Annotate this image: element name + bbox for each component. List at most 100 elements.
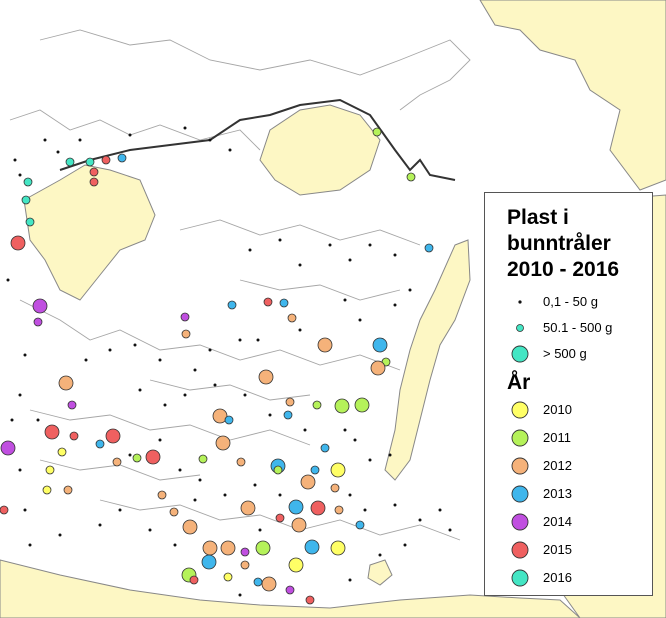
- station-marker: [85, 157, 95, 167]
- station-dot-small: [278, 238, 282, 242]
- station-marker: [215, 435, 231, 451]
- station-dot-small: [84, 358, 88, 362]
- station-marker: [145, 449, 161, 465]
- station-marker: [275, 513, 285, 523]
- station-dot-small: [10, 418, 14, 422]
- station-dot-small: [393, 503, 397, 507]
- shelf-edge-line: [59, 98, 456, 181]
- station-marker: [189, 575, 199, 585]
- legend-year-label: 2010: [543, 402, 572, 417]
- station-marker: [312, 400, 322, 410]
- station-dot-small: [43, 138, 47, 142]
- station-marker: [372, 127, 382, 137]
- legend-box: Plast i bunntråler 2010 - 2016 0,1 - 50 …: [484, 192, 653, 596]
- station-marker: [253, 577, 263, 587]
- station-dot-small: [408, 288, 412, 292]
- station-dot-small: [18, 173, 22, 177]
- station-dot-small: [278, 493, 282, 497]
- station-dot-small: [36, 418, 40, 422]
- station-dot-small: [256, 338, 260, 342]
- station-marker: [201, 554, 217, 570]
- year-color-icon: [511, 457, 529, 475]
- landmass-northeast: [479, 0, 666, 191]
- station-dot-small: [238, 593, 242, 597]
- station-marker: [240, 547, 250, 557]
- legend-year-header: År: [507, 371, 531, 394]
- station-dot-small: [78, 138, 82, 142]
- station-marker: [263, 297, 273, 307]
- station-marker: [65, 157, 75, 167]
- station-marker: [44, 424, 60, 440]
- legend-year-2012: 2012: [485, 454, 654, 478]
- station-dot-small: [6, 278, 10, 282]
- station-marker: [224, 415, 234, 425]
- station-marker: [334, 398, 350, 414]
- station-dot-small: [208, 348, 212, 352]
- station-dot-small: [178, 468, 182, 472]
- station-marker: [320, 443, 330, 453]
- station-marker: [330, 540, 346, 556]
- station-dot-small: [253, 483, 257, 487]
- legend-size-medium-label: 50.1 - 500 g: [543, 320, 613, 335]
- station-dot-small: [13, 158, 17, 162]
- station-dot-small: [303, 428, 307, 432]
- station-dot-small: [23, 353, 27, 357]
- legend-year-2013: 2013: [485, 482, 654, 506]
- station-marker: [23, 177, 33, 187]
- legend-year-2010: 2010: [485, 398, 654, 422]
- year-color-icon: [511, 513, 529, 531]
- station-marker: [330, 483, 340, 493]
- station-dot-small: [328, 243, 332, 247]
- year-color-icon: [511, 569, 529, 587]
- legend-year-label: 2011: [543, 430, 571, 445]
- year-color-icon: [511, 485, 529, 503]
- year-color-icon: [511, 401, 529, 419]
- station-marker: [288, 557, 304, 573]
- station-marker: [300, 474, 316, 490]
- station-markers: [0, 126, 452, 605]
- station-marker: [101, 155, 111, 165]
- station-dot-small: [193, 368, 197, 372]
- station-marker: [89, 167, 99, 177]
- landmass-novaya-zemlya: [384, 239, 471, 481]
- station-dot-small: [388, 453, 392, 457]
- station-dot-small: [128, 453, 132, 457]
- station-dot-small: [268, 413, 272, 417]
- station-marker: [291, 517, 307, 533]
- station-marker: [334, 505, 344, 515]
- station-dot-small: [98, 523, 102, 527]
- station-marker: [57, 447, 67, 457]
- station-marker: [69, 431, 79, 441]
- station-dot-small: [183, 126, 187, 130]
- station-dot-small: [128, 133, 132, 137]
- legend-year-label: 2016: [543, 570, 572, 585]
- station-dot-small: [258, 528, 262, 532]
- station-dot-small: [393, 303, 397, 307]
- legend-title-line-2: bunntråler: [507, 232, 611, 255]
- station-dot-small: [418, 518, 422, 522]
- legend-size-large-label: > 500 g: [543, 346, 587, 361]
- station-marker: [310, 465, 320, 475]
- station-marker: [169, 507, 179, 517]
- station-dot-small: [18, 393, 22, 397]
- station-dot-small: [118, 508, 122, 512]
- station-marker: [117, 153, 127, 163]
- station-marker: [105, 428, 121, 444]
- legend-title: Plast i bunntråler 2010 - 2016: [507, 205, 647, 283]
- station-dot-small: [108, 348, 112, 352]
- legend-year-2016: 2016: [485, 566, 654, 590]
- station-marker: [354, 397, 370, 413]
- legend-year-2011: 2011: [485, 426, 654, 450]
- legend-year-2015: 2015: [485, 538, 654, 562]
- station-marker: [330, 462, 346, 478]
- legend-year-label: 2015: [543, 542, 572, 557]
- station-dot-small: [353, 438, 357, 442]
- station-marker: [285, 397, 295, 407]
- station-marker: [202, 540, 218, 556]
- station-marker: [112, 457, 122, 467]
- station-dot-small: [223, 493, 227, 497]
- station-dot-small: [28, 543, 32, 547]
- landmass-small-island: [367, 559, 393, 586]
- small-dot-icon: [518, 300, 522, 304]
